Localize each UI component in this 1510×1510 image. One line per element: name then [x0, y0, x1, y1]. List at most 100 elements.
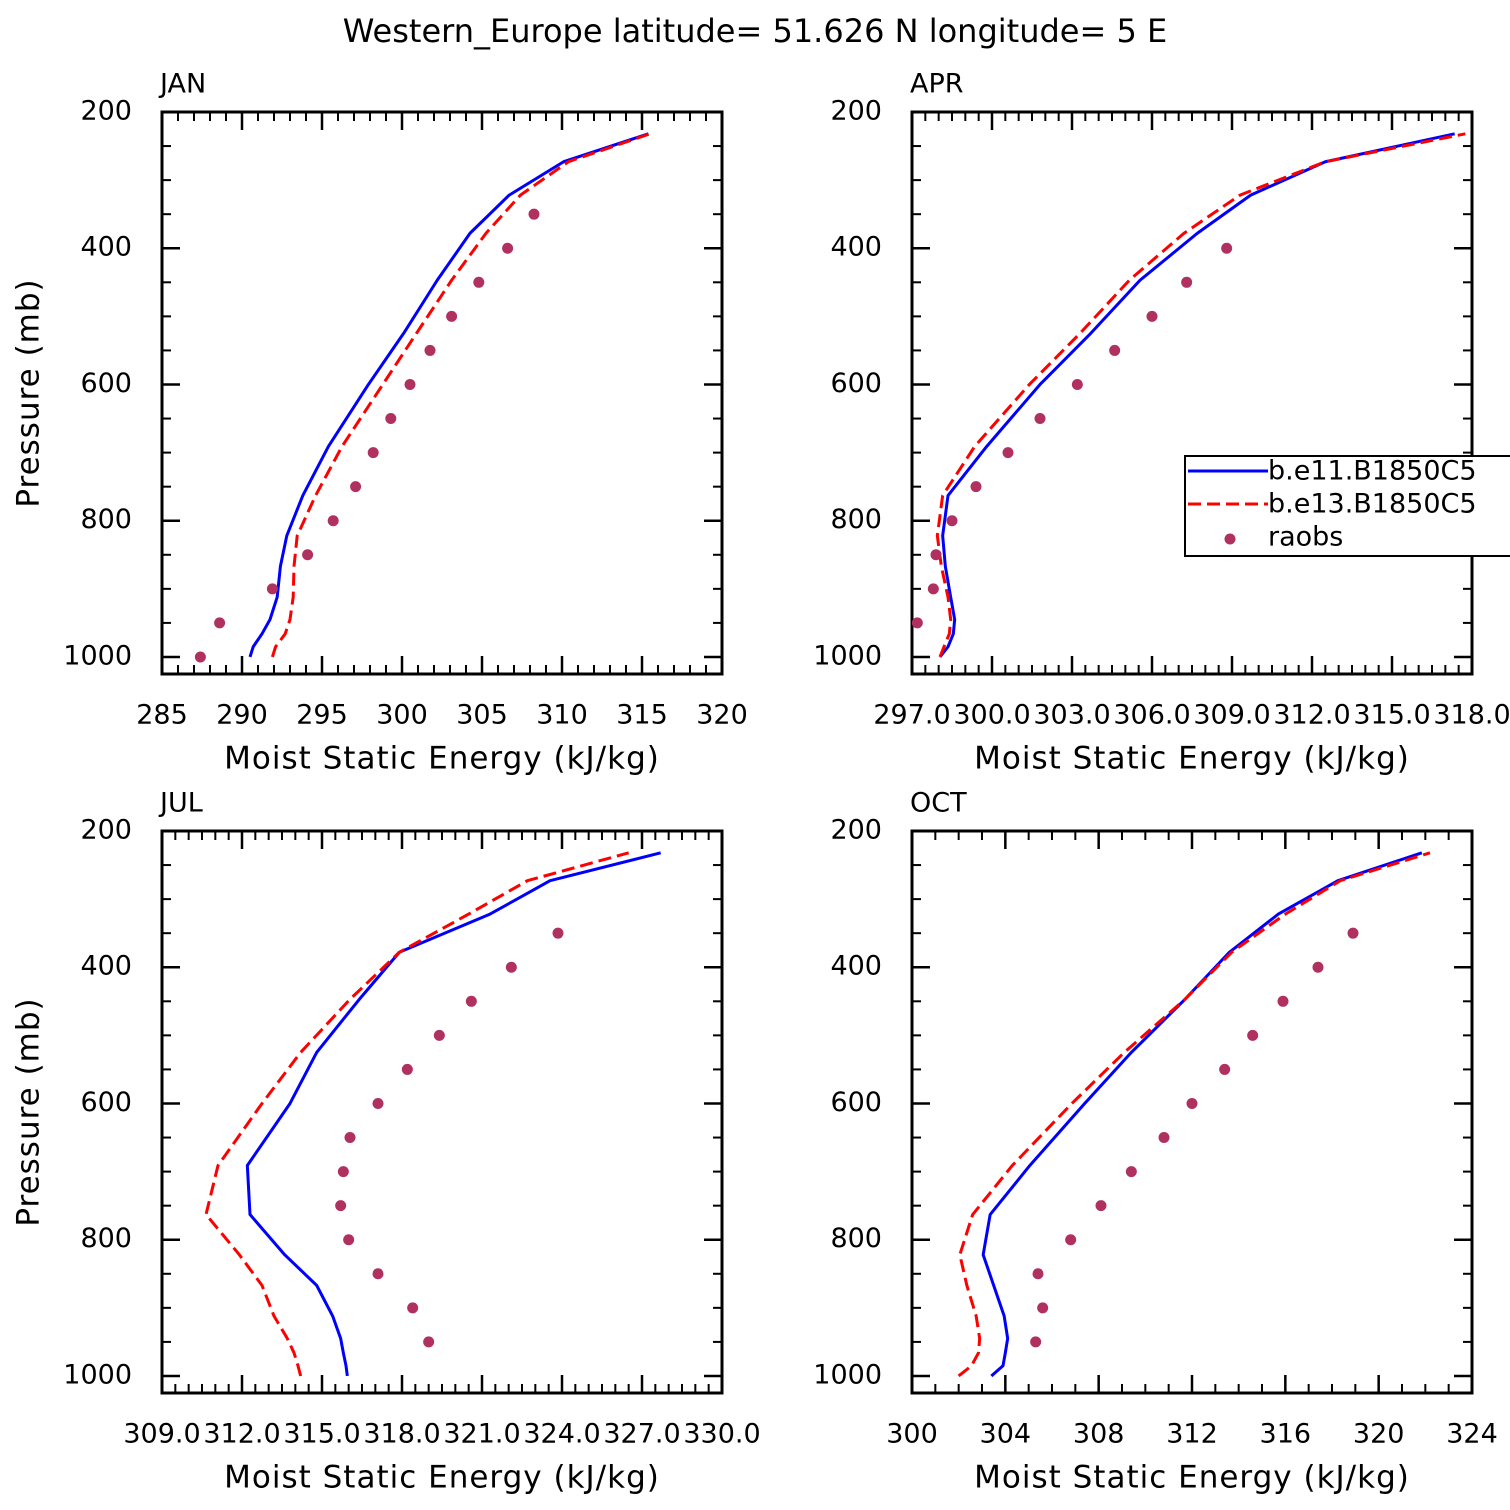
x-tick-label: 300	[886, 1419, 938, 1450]
x-tick-label: 309.0	[123, 1419, 200, 1450]
data-point	[266, 583, 278, 595]
data-point	[927, 583, 939, 595]
plot-frame	[160, 110, 724, 676]
x-tick-label: 318.0	[363, 1419, 440, 1450]
y-tick-label: 1000	[813, 1359, 882, 1390]
y-tick-label: 600	[80, 368, 132, 399]
y-tick-label: 200	[80, 96, 132, 127]
data-point	[1109, 344, 1121, 356]
y-tick-label: 600	[830, 368, 882, 399]
y-tick-label: 200	[80, 815, 132, 846]
x-axis-label: Moist Static Energy (kJ/kg)	[974, 1460, 1410, 1496]
x-tick-label: 305	[456, 700, 508, 731]
y-tick-label: 1000	[63, 640, 132, 671]
data-point	[1158, 1132, 1170, 1144]
data-point	[424, 344, 436, 356]
data-point	[552, 927, 564, 939]
profile-line	[981, 851, 1423, 1378]
data-point	[1125, 1166, 1137, 1178]
x-tick-label: 303.0	[1033, 700, 1110, 731]
data-point	[930, 549, 942, 561]
data-point	[505, 961, 517, 973]
data-point	[1030, 1336, 1042, 1348]
x-tick-label: 310	[536, 700, 588, 731]
plot-frame	[910, 110, 1474, 676]
x-tick-label: 315	[616, 700, 668, 731]
data-point	[335, 1200, 347, 1212]
profile-line	[245, 851, 662, 1377]
data-point	[465, 995, 477, 1007]
figure-title: Western_Europe latitude= 51.626 N longit…	[343, 12, 1167, 50]
data-point	[1347, 927, 1359, 939]
y-axis-label: Pressure (mb)	[11, 997, 47, 1226]
x-tick-label: 308	[1073, 1419, 1125, 1450]
x-tick-label: 318.0	[1433, 700, 1510, 731]
data-point	[1065, 1234, 1077, 1246]
y-tick-label: 1000	[63, 1359, 132, 1390]
data-point	[528, 208, 540, 220]
x-tick-label: 320	[1353, 1419, 1405, 1450]
data-point	[1095, 1200, 1107, 1212]
y-axis-label: Pressure (mb)	[11, 278, 47, 507]
x-axis-label: Moist Static Energy (kJ/kg)	[224, 741, 660, 777]
x-axis-label: Moist Static Energy (kJ/kg)	[224, 1460, 660, 1496]
x-tick-label: 304	[980, 1419, 1032, 1450]
profile-line	[935, 132, 1466, 658]
data-point	[350, 481, 362, 493]
profile-line	[938, 132, 1455, 658]
panel-title: APR	[910, 69, 964, 100]
data-point	[372, 1097, 384, 1109]
y-tick-label: 400	[830, 232, 882, 263]
x-tick-label: 321.0	[443, 1419, 520, 1450]
data-point	[1032, 1268, 1044, 1280]
legend-label: b.e11.B1850C5	[1268, 456, 1477, 487]
data-point	[1037, 1302, 1049, 1314]
y-tick-label: 400	[80, 232, 132, 263]
data-point	[1221, 242, 1233, 254]
data-point	[344, 1132, 356, 1144]
legend-label: raobs	[1268, 522, 1343, 553]
x-axis-label: Moist Static Energy (kJ/kg)	[974, 741, 1410, 777]
data-point	[372, 1268, 384, 1280]
data-point	[1002, 447, 1014, 459]
legend-box	[1184, 455, 1510, 557]
data-point	[343, 1234, 355, 1246]
y-tick-label: 400	[80, 951, 132, 982]
data-point	[1186, 1097, 1198, 1109]
x-tick-label: 315.0	[1353, 700, 1430, 731]
y-tick-label: 800	[830, 1223, 882, 1254]
y-tick-label: 800	[830, 504, 882, 535]
plot-frame	[160, 829, 724, 1395]
x-tick-label: 300.0	[953, 700, 1030, 731]
x-tick-label: 312.0	[203, 1419, 280, 1450]
data-point	[946, 515, 958, 527]
data-point	[367, 447, 379, 459]
legend-label: b.e13.B1850C5	[1268, 489, 1477, 520]
legend-marker	[1224, 533, 1236, 545]
x-tick-label: 306.0	[1113, 700, 1190, 731]
data-point	[970, 481, 982, 493]
data-point	[433, 1029, 445, 1041]
data-point	[1277, 995, 1289, 1007]
data-point	[502, 242, 514, 254]
data-point	[1181, 276, 1193, 288]
x-tick-label: 327.0	[603, 1419, 680, 1450]
data-point	[1247, 1029, 1259, 1041]
y-tick-label: 800	[80, 1223, 132, 1254]
profile-line	[270, 132, 651, 658]
data-point	[407, 1302, 419, 1314]
data-point	[446, 310, 458, 322]
panel-title: JUL	[158, 788, 203, 819]
x-tick-label: 285	[136, 700, 188, 731]
x-tick-label: 290	[216, 700, 268, 731]
data-point	[302, 549, 314, 561]
x-tick-label: 316	[1260, 1419, 1312, 1450]
panel-title: OCT	[910, 788, 967, 819]
data-point	[385, 413, 397, 425]
y-tick-label: 200	[830, 96, 882, 127]
x-tick-label: 309.0	[1193, 700, 1270, 731]
y-tick-label: 200	[830, 815, 882, 846]
